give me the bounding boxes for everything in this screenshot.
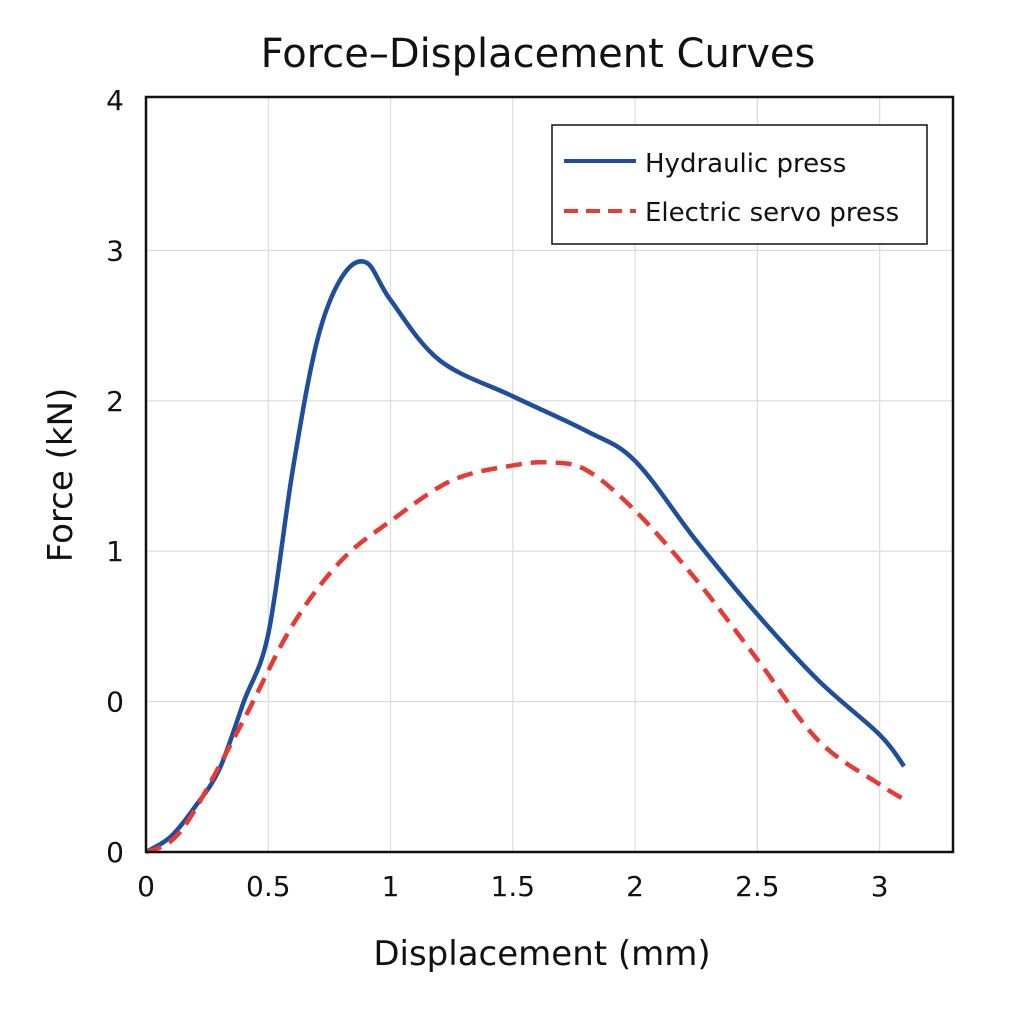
x-axis-label: Displacement (mm)	[373, 934, 710, 974]
series-line-hydraulic	[144, 259, 906, 854]
x-tick-label: 0.5	[246, 870, 291, 903]
y-tick-label: 1	[106, 535, 124, 568]
legend: Hydraulic press Electric servo press	[551, 124, 928, 245]
y-tick-label: 3	[106, 234, 124, 267]
y-axis-label: Force (kN)	[41, 388, 81, 562]
x-tick-label: 2	[626, 870, 644, 903]
series-line-servo	[145, 459, 906, 855]
chart-title: Force–Displacement Curves	[261, 31, 816, 77]
legend-label-servo: Electric servo press	[645, 198, 899, 228]
legend-label-hydraulic: Hydraulic press	[645, 149, 846, 179]
y-ticks: 0 0 1 2 3 4	[106, 84, 124, 869]
y-tick-label: 2	[106, 385, 124, 418]
x-ticks: 0 0.5 1 1.5 2 2.5 3	[137, 870, 888, 903]
x-tick-label: 3	[871, 870, 889, 903]
y-tick-label: 4	[106, 84, 124, 117]
plot-frame	[144, 95, 955, 854]
x-tick-label: 0	[137, 870, 155, 903]
x-tick-label: 1	[382, 870, 400, 903]
legend-box	[551, 124, 928, 245]
series-group	[144, 259, 906, 855]
x-tick-label: 2.5	[735, 870, 780, 903]
y-tick-label: 0	[106, 836, 124, 869]
x-tick-label: 1.5	[491, 870, 536, 903]
y-tick-label: 0	[106, 686, 124, 719]
